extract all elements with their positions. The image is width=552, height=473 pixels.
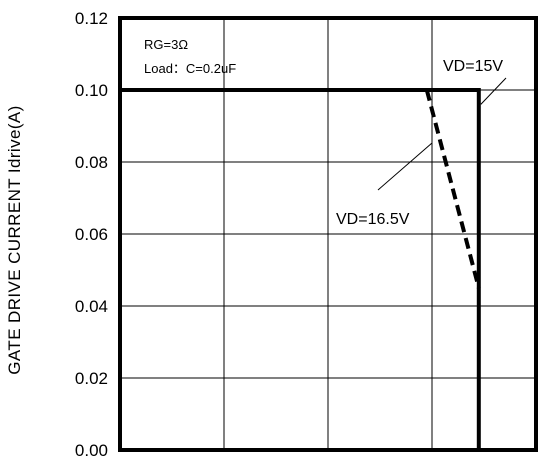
annotation-vd15: VD=15V [443,58,503,75]
annotation-vd165: VD=16.5V [336,211,410,228]
y-axis-label-box: GATE DRIVE CURRENT Idrive(A) [0,20,30,460]
y-tick-label: 0.10 [75,81,108,100]
frame-layer [118,16,538,452]
y-tick-label: 0.00 [75,441,108,460]
plot-frame [118,16,538,452]
label-bg-vd15 [438,53,522,77]
tick-layer: 0.00 0.02 0.04 0.06 0.08 0.10 0.12 [75,9,108,460]
leader-vd15 [480,77,507,105]
grid-layer [120,18,536,450]
y-tick-label: 0.02 [75,369,108,388]
condition-rg: RG=3Ω [144,37,188,52]
y-axis-label: GATE DRIVE CURRENT Idrive(A) [5,105,24,375]
y-tick-label: 0.06 [75,225,108,244]
series-line-vd-16-5v [424,89,481,289]
annotation-layer: RG=3Ω Load：C=0.2uF VD=15V VD=16.5V [144,37,522,230]
series-layer [120,88,481,450]
condition-load: Load：C=0.2uF [144,61,236,76]
y-tick-label: 0.08 [75,153,108,172]
y-tick-label: 0.04 [75,297,108,316]
y-tick-label: 0.12 [75,9,108,28]
label-bg-vd165 [333,206,431,230]
leader-vd165 [377,142,433,191]
series-line-vd-15v [120,88,481,450]
